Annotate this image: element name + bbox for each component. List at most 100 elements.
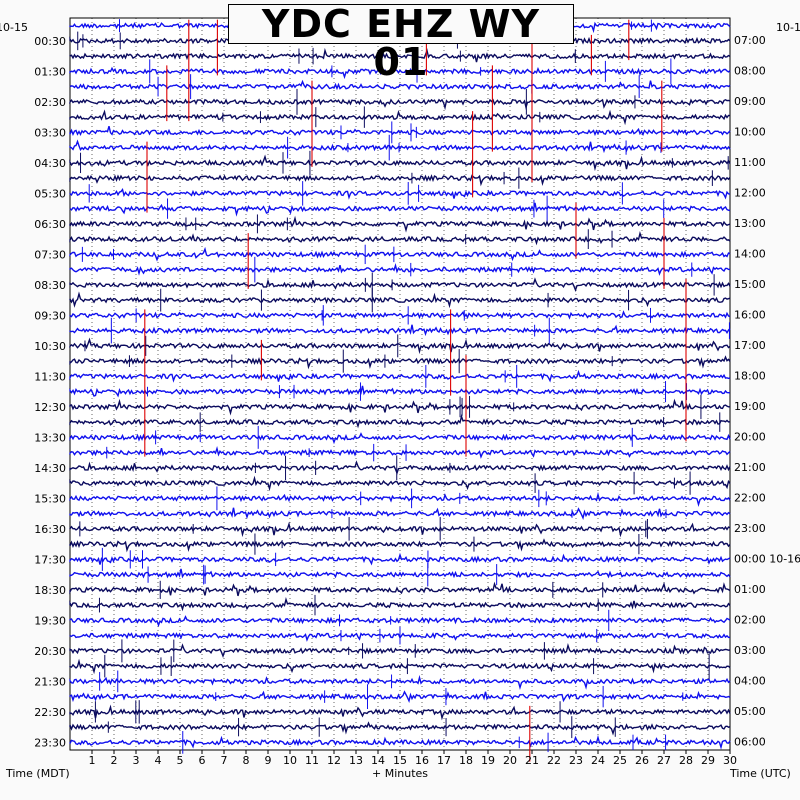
left-time-label: 20:30: [34, 645, 66, 658]
left-time-label: 11:30: [34, 370, 66, 383]
x-tick-label: 5: [177, 754, 184, 767]
right-time-label: 21:00: [734, 461, 766, 474]
trace-line: [69, 581, 731, 597]
trace-line: [69, 98, 731, 111]
x-tick-label: 6: [199, 754, 206, 767]
right-time-label: 07:00: [734, 34, 766, 47]
right-time-label: 17:00: [734, 339, 766, 352]
right-time-label: 13:00: [734, 217, 766, 230]
trace-line: [69, 674, 731, 690]
left-time-label: 17:30: [34, 553, 66, 566]
trace-line: [69, 262, 731, 276]
left-time-label: 12:30: [34, 401, 66, 414]
trace-line: [69, 460, 731, 476]
chart-title: YDC EHZ WY 01: [228, 4, 574, 81]
trace-line: [69, 568, 731, 579]
right-time-label: 12:00: [734, 186, 766, 199]
left-time-label: 14:30: [34, 462, 66, 475]
trace-line: [69, 47, 731, 63]
left-time-label: 05:30: [34, 187, 66, 200]
x-tick-label: 23: [569, 754, 583, 767]
trace-line: [69, 355, 731, 370]
left-time-label: 08:30: [34, 279, 66, 292]
trace-line: [69, 109, 731, 126]
trace-line: [69, 615, 731, 628]
right-time-label: 16:00: [734, 308, 766, 321]
right-time-label: 14:00: [734, 247, 766, 260]
trace-line: [69, 552, 731, 566]
trace-line: [69, 277, 731, 293]
trace-line: [69, 215, 731, 233]
left-time-label: 07:30: [34, 248, 66, 261]
trace-line: [69, 369, 731, 383]
x-tick-label: 25: [613, 754, 627, 767]
right-time-label: 02:00: [734, 613, 766, 626]
right-time-label: 08:00: [734, 64, 766, 77]
trace-line: [69, 154, 731, 172]
x-tick-label: 24: [591, 754, 605, 767]
trace-line: [69, 734, 731, 750]
x-tick-label: 26: [635, 754, 649, 767]
x-tick-label: 30: [723, 754, 737, 767]
left-time-labels: 00:30 01:30 02:30 03:30 04:30 05:30 06:30 07:30…: [34, 35, 66, 750]
right-time-label: 03:00: [734, 644, 766, 657]
trace-line: [69, 337, 731, 355]
left-time-label: 18:30: [34, 584, 66, 597]
trace-line: [69, 231, 731, 246]
x-tick-label: 9: [265, 754, 272, 767]
left-time-label: 09:30: [34, 309, 66, 322]
trace-line: [69, 445, 731, 459]
event-markers: [144, 19, 687, 762]
x-tick-label: 12: [327, 754, 341, 767]
left-time-label: 03:30: [34, 126, 66, 139]
trace-line: [69, 174, 731, 187]
trace-line: [69, 202, 731, 217]
right-time-label: 00:00 10-16: [734, 552, 800, 565]
right-axis-label: Time (UTC): [729, 767, 791, 780]
trace-line: [69, 632, 731, 642]
x-tick-label: 11: [305, 754, 319, 767]
left-time-label: 19:30: [34, 614, 66, 627]
x-tick-label: 10: [283, 754, 297, 767]
left-time-label: 02:30: [34, 96, 66, 109]
left-time-label: 16:30: [34, 523, 66, 536]
x-tick-label: 15: [393, 754, 407, 767]
right-time-label: 05:00: [734, 705, 766, 718]
right-time-label: 18:00: [734, 369, 766, 382]
x-tick-label: 20: [503, 754, 517, 767]
left-date-label: 10-15: [0, 21, 28, 34]
right-time-label: 22:00: [734, 491, 766, 504]
trace-line: [69, 690, 731, 704]
right-time-label: 10:00: [734, 125, 766, 138]
trace-line: [69, 188, 731, 200]
trace-line: [69, 721, 731, 736]
trace-line: [69, 398, 730, 416]
x-axis-label: + Minutes: [372, 767, 428, 780]
x-tick-label: 1: [89, 754, 96, 767]
x-tick-label: 18: [459, 754, 473, 767]
x-tick-label: 8: [243, 754, 250, 767]
trace-line: [69, 310, 731, 320]
trace-line: [69, 432, 731, 445]
left-time-label: 06:30: [34, 218, 66, 231]
right-date-label: 10-1: [776, 21, 800, 34]
x-tick-label: 7: [221, 754, 228, 767]
trace-line: [69, 414, 731, 429]
trace-line: [69, 126, 731, 137]
trace-line: [69, 642, 731, 659]
trace-line: [69, 538, 731, 553]
right-time-labels: 07:00 08:00 09:00 10:00 11:00 12:00 13:00 14:00…: [734, 34, 800, 749]
right-time-label: 23:00: [734, 522, 766, 535]
x-tick-label: 17: [437, 754, 451, 767]
left-time-label: 23:30: [34, 736, 66, 749]
right-time-label: 19:00: [734, 400, 766, 413]
left-time-label: 01:30: [34, 65, 66, 78]
trace-line: [69, 66, 731, 80]
trace-line: [69, 658, 731, 675]
right-time-label: 20:00: [734, 430, 766, 443]
trace-line: [69, 79, 731, 91]
trace-line: [69, 475, 731, 492]
trace-line: [69, 521, 731, 538]
x-tick-label: 28: [679, 754, 693, 767]
